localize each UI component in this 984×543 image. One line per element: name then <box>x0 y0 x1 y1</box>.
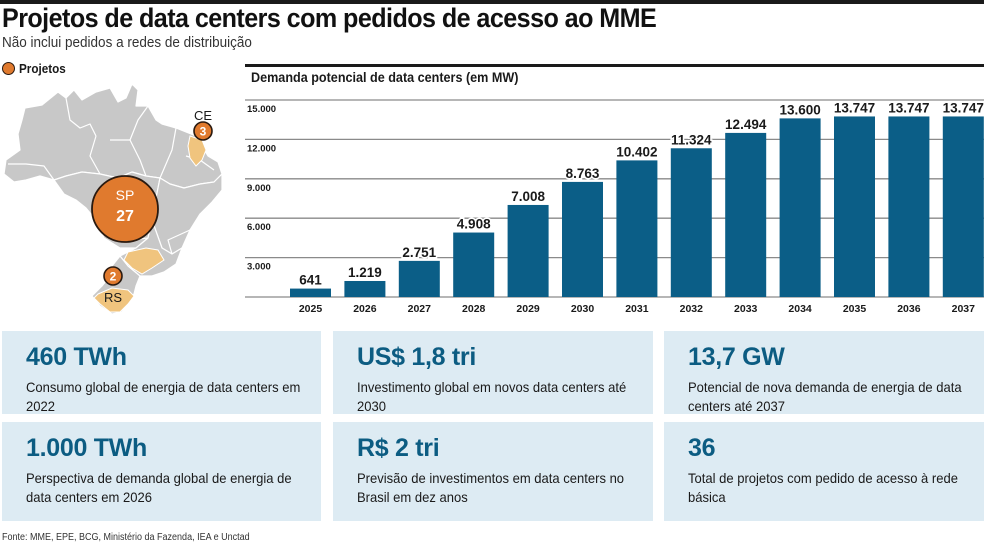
marker-ce-circle[interactable] <box>193 121 213 141</box>
y-tick-label: 15.000 <box>247 104 276 115</box>
marker-sp-label: SP <box>116 187 135 203</box>
y-tick-label: 9.000 <box>247 183 271 194</box>
stat-card: 36 Total de projetos com pedido de acess… <box>664 422 984 521</box>
bar-value-label: 2.751 <box>402 245 436 260</box>
bar-chart: 3.000 6.000 9.000 12.000 15.000 641 2025 1.219… <box>245 99 984 315</box>
x-tick-label: 2029 <box>516 303 540 315</box>
legend-dot-icon <box>2 62 15 75</box>
x-tick-label: 2026 <box>353 303 377 315</box>
x-tick-label: 2032 <box>680 303 704 315</box>
source-note: Fonte: MME, EPE, BCG, Ministério da Faze… <box>2 532 250 543</box>
chart-title: Demanda potencial de data centers (em MW… <box>251 69 519 85</box>
bar-value-label: 8.763 <box>566 166 600 181</box>
stat-card-value: 460 TWh <box>26 343 127 371</box>
brazil-region-north <box>3 83 223 189</box>
stat-card-desc: Previsão de investimentos em data center… <box>357 470 625 505</box>
brazil-map: CE 3 SP 27 2 RS <box>3 83 223 315</box>
x-tick-label: 2036 <box>897 303 921 315</box>
marker-rs-label: RS <box>104 290 122 305</box>
stat-card-desc: Total de projetos com pedido de acesso à… <box>688 470 958 505</box>
marker-rs-circle[interactable] <box>103 266 123 286</box>
x-tick-label: 2025 <box>299 303 323 315</box>
bar-value-label: 641 <box>299 273 322 288</box>
chart-top-rule <box>245 64 984 67</box>
marker-ce-label: CE <box>194 108 212 123</box>
stat-card-value: 1.000 TWh <box>26 434 147 462</box>
legend-label: Projetos <box>19 61 66 76</box>
stat-card: US$ 1,8 tri Investimento global em novos… <box>333 331 653 414</box>
stat-card: 1.000 TWh Perspectiva de demanda global … <box>2 422 321 521</box>
bar-value-label: 13.747 <box>834 100 875 115</box>
x-tick-label: 2031 <box>625 303 649 315</box>
x-tick-label: 2027 <box>408 303 432 315</box>
bar-value-label: 12.494 <box>725 117 767 132</box>
x-tick-label: 2030 <box>571 303 595 315</box>
x-tick-label: 2034 <box>788 303 812 315</box>
page-title: Projetos de data centers com pedidos de … <box>2 3 657 33</box>
marker-rs-count: 2 <box>110 270 117 284</box>
bar-2030[interactable] <box>562 181 603 297</box>
stat-card-value: US$ 1,8 tri <box>357 343 476 371</box>
stat-card-desc: Investimento global em novos data center… <box>357 379 627 414</box>
bar-2026[interactable] <box>344 280 386 297</box>
stat-card: 13,7 GW Potencial de nova demanda de ene… <box>664 331 984 414</box>
bar-2036[interactable] <box>888 116 930 297</box>
marker-sp-count: 27 <box>116 208 134 225</box>
stat-card-desc: Consumo global de energia de data center… <box>26 379 301 414</box>
x-tick-label: 2028 <box>462 303 486 315</box>
bar-value-label: 10.402 <box>616 144 657 159</box>
y-tick-label: 3.000 <box>247 262 271 273</box>
bar-2025[interactable] <box>290 288 331 297</box>
bar-2034[interactable] <box>779 118 821 298</box>
stat-card-value: 13,7 GW <box>688 343 785 371</box>
bar-2037[interactable] <box>942 116 984 297</box>
bar-value-label: 4.908 <box>457 217 491 232</box>
bar-2029[interactable] <box>507 204 549 297</box>
bar-2028[interactable] <box>453 232 495 297</box>
bar-2027[interactable] <box>398 260 440 297</box>
marker-sp-circle[interactable] <box>91 175 159 243</box>
marker-ce-count: 3 <box>200 125 207 139</box>
bar-value-label: 11.324 <box>671 132 712 147</box>
bar-2031[interactable] <box>616 160 658 297</box>
stat-card-desc: Perspectiva de demanda global de energia… <box>26 470 292 505</box>
bar-2032[interactable] <box>670 148 712 297</box>
stat-card-desc: Potencial de nova demanda de energia de … <box>688 379 962 414</box>
y-tick-label: 6.000 <box>247 222 271 233</box>
stat-card: 460 TWh Consumo global de energia de dat… <box>2 331 321 414</box>
bar-value-label: 13.600 <box>779 102 820 117</box>
bar-2033[interactable] <box>725 132 767 297</box>
stat-card-value: 36 <box>688 434 716 462</box>
stat-card-value: R$ 2 tri <box>357 434 440 462</box>
map-legend: Projetos <box>2 61 71 76</box>
state-ce-highlight <box>187 135 207 167</box>
x-tick-label: 2037 <box>952 303 976 315</box>
stat-card: R$ 2 tri Previsão de investimentos em da… <box>333 422 653 521</box>
state-sp-highlight <box>123 247 165 275</box>
page-subtitle: Não inclui pedidos a redes de distribuiç… <box>2 34 252 51</box>
x-tick-label: 2035 <box>843 303 867 315</box>
bar-value-label: 7.008 <box>511 189 545 204</box>
bar-value-label: 13.747 <box>888 100 929 115</box>
y-tick-label: 12.000 <box>247 143 276 154</box>
bar-value-label: 13.747 <box>943 100 984 115</box>
bar-2035[interactable] <box>834 116 875 297</box>
x-tick-label: 2033 <box>734 303 758 315</box>
state-rs-highlight <box>93 287 135 313</box>
top-rule <box>0 0 984 4</box>
bar-value-label: 1.219 <box>348 265 382 280</box>
